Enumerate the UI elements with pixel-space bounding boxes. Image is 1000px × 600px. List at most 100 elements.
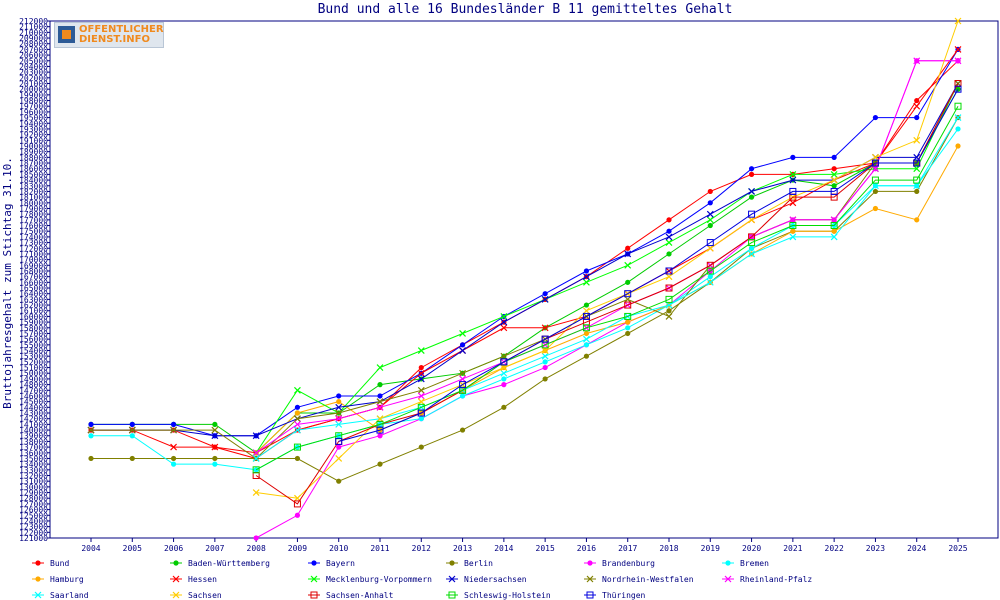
y-tick-label: 131000 [19,477,48,486]
series-line [255,83,959,505]
data-point [377,433,383,439]
legend-item: Sachsen [170,591,222,600]
data-point [212,461,218,467]
y-tick-label: 172000 [19,244,48,253]
series-line [91,83,959,437]
data-point [830,216,838,224]
data-point [500,313,508,320]
data-point [624,312,632,320]
plot-frame [49,20,999,539]
legend-swatch-marker [35,576,41,582]
data-point [87,426,95,434]
x-tick-label: 2006 [164,544,183,553]
data-point [459,427,466,433]
y-tick-label: 129000 [19,489,48,498]
data-point [500,369,508,377]
data-point [170,455,177,462]
y-tick-label: 128000 [19,494,48,503]
data-point [624,301,632,309]
x-tick-label: 2019 [701,544,720,553]
data-point [376,398,384,406]
data-point [624,290,632,298]
legend-label: Schleswig-Holstein [464,591,551,600]
data-point [789,222,797,230]
data-point [129,433,135,439]
y-tick-label: 152000 [19,358,48,367]
data-point [748,171,755,177]
x-tick-label: 2010 [329,544,348,553]
data-point [541,347,549,354]
data-point [376,426,384,434]
y-tick-label: 211000 [19,23,48,32]
data-point [542,364,548,371]
data-point [954,85,962,93]
y-tick-label: 121000 [19,534,48,543]
x-tick-label: 2007 [205,544,224,553]
data-point [748,239,756,247]
y-tick-label: 144000 [19,403,48,412]
data-point [666,308,672,314]
y-tick-label: 208000 [19,40,48,49]
legend-swatch-marker [724,575,732,583]
data-point [417,347,425,354]
data-point [500,358,508,366]
x-tick-label: 2024 [907,544,926,553]
data-point [706,216,714,224]
data-point [831,183,837,189]
data-point [625,325,631,331]
data-point [335,455,343,462]
data-point [418,416,424,422]
series-line [255,105,959,471]
data-point [789,233,797,241]
y-tick-label: 198000 [19,97,48,106]
legend-item: Rheinland-Pfalz [722,575,812,584]
legend-swatch-marker [587,560,593,566]
data-point [376,403,384,411]
data-point [541,324,549,332]
data-point [541,352,549,360]
data-point [789,176,797,184]
legend-swatch-marker [310,591,318,599]
chart-title: Bund und alle 16 Bundesländer B 11 gemit… [318,2,733,17]
series-line [255,83,959,454]
x-tick-label: 2023 [866,544,885,553]
y-tick-label: 145000 [19,398,48,407]
data-point [252,449,260,457]
data-point [294,426,301,434]
x-tick-label: 2017 [618,544,637,553]
legend-item: Nordrhein-Westfalen [584,575,694,584]
series-schleswig-holstein [252,102,962,474]
data-point [500,352,508,360]
data-point [459,381,467,389]
data-point [336,444,342,450]
data-point [707,200,713,206]
y-tick-label: 195000 [19,114,48,123]
data-point [582,312,590,320]
data-point [211,426,219,434]
y-tick-label: 148000 [19,381,48,390]
data-point [913,102,921,110]
x-tick-label: 2018 [659,544,678,553]
series-sachsen [252,17,962,502]
y-tick-label: 194000 [19,119,48,128]
data-point [748,210,756,218]
data-point [707,188,713,195]
data-point [583,342,590,348]
data-point [377,461,383,467]
data-point [501,382,507,388]
data-point [376,364,384,371]
data-point [541,335,549,343]
y-tick-label: 163000 [19,295,48,304]
data-point [913,182,921,190]
y-tick-label: 159000 [19,318,48,327]
data-point [665,295,673,303]
legend-label: Sachsen-Anhalt [326,591,394,600]
y-tick-label: 190000 [19,142,48,151]
data-point [830,170,838,178]
y-tick-label: 199000 [19,91,48,100]
y-tick-label: 149000 [19,375,48,384]
data-point [211,443,219,451]
data-point [583,330,590,337]
x-tick-label: 2020 [742,544,761,553]
data-point [789,199,797,207]
